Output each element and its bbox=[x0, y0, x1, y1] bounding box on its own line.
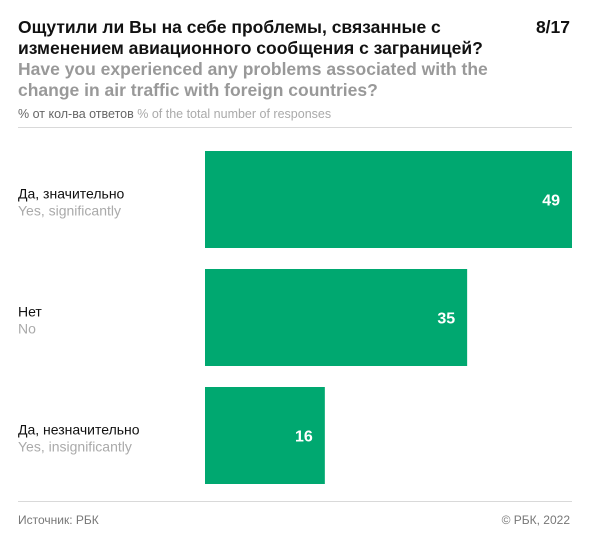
category-label-en-1: Yes, significantly bbox=[18, 203, 121, 219]
chart-title-ru: Ощутили ли Вы на себе проблемы, связанны… bbox=[18, 17, 483, 58]
unit-label-ru: % от кол-ва ответов bbox=[18, 107, 134, 121]
chart-title-en: Have you experienced any problems associ… bbox=[18, 59, 488, 100]
copyright-note: © РБК, 2022 bbox=[501, 513, 570, 527]
data-label-3: 16 bbox=[295, 429, 313, 446]
unit-label: % от кол-ва ответов % of the total numbe… bbox=[18, 106, 331, 122]
category-label-en-2: No bbox=[18, 321, 36, 337]
category-label-ru-2: Нет bbox=[18, 304, 42, 320]
category-label-en-3: Yes, insignificantly bbox=[18, 439, 132, 455]
page-indicator: 8/17 bbox=[535, 17, 570, 37]
data-label-1: 49 bbox=[542, 193, 560, 210]
bar-1 bbox=[205, 151, 572, 248]
bar-2 bbox=[205, 269, 468, 366]
category-label-ru-3: Да, незначительно bbox=[18, 422, 140, 438]
category-label-ru-1: Да, значительно bbox=[18, 186, 125, 202]
top-divider bbox=[18, 127, 572, 128]
data-label-2: 35 bbox=[437, 311, 455, 328]
bottom-divider bbox=[18, 501, 572, 502]
source-note: Источник: РБК bbox=[18, 513, 99, 527]
unit-label-en: % of the total number of responses bbox=[137, 107, 332, 121]
bar-3 bbox=[205, 387, 325, 484]
